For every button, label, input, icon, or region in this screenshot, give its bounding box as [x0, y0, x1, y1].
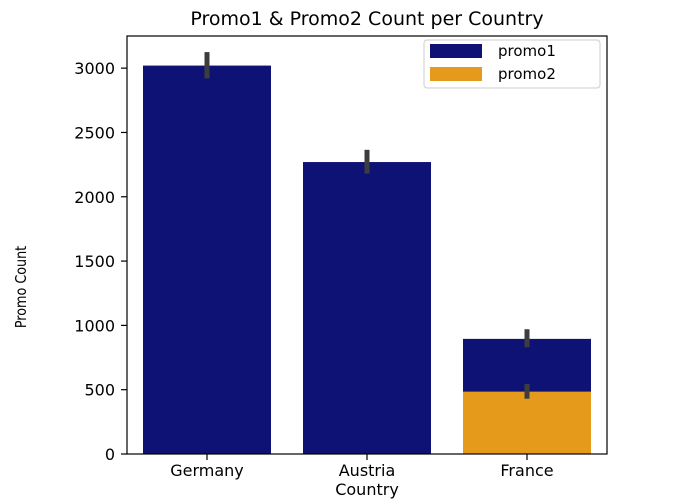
x-tick-label-france: France	[500, 461, 553, 480]
y-tick-label: 0	[105, 445, 115, 464]
x-axis-label: Country	[335, 480, 399, 499]
y-tick-label: 500	[84, 381, 115, 400]
bar-promo1-germany	[143, 65, 271, 454]
x-tick-label-germany: Germany	[170, 461, 244, 480]
legend-swatch-promo2	[430, 67, 482, 81]
legend-label-promo1: promo1	[498, 42, 556, 60]
chart-title: Promo1 & Promo2 Count per Country	[190, 8, 543, 30]
x-tick-label-austria: Austria	[339, 461, 396, 480]
legend: promo1 promo2	[423, 39, 601, 89]
y-tick-label: 1500	[74, 252, 115, 271]
bar-promo2-france	[463, 391, 591, 454]
legend-swatch-promo1	[430, 44, 482, 58]
y-tick-label: 3000	[74, 59, 115, 78]
y-tick-label: 2500	[74, 123, 115, 142]
y-axis-label: Promo Count	[12, 245, 30, 329]
y-tick-label: 2000	[74, 188, 115, 207]
y-tick-label: 1000	[74, 316, 115, 335]
legend-label-promo2: promo2	[498, 65, 556, 83]
bar-promo1-austria	[303, 162, 431, 454]
